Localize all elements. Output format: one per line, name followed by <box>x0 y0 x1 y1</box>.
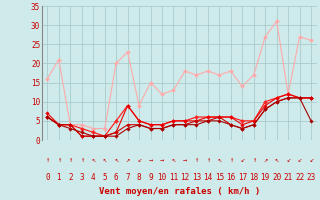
Text: 21: 21 <box>284 174 293 182</box>
Text: 16: 16 <box>226 174 236 182</box>
Text: →: → <box>183 157 187 163</box>
Text: 20: 20 <box>272 174 281 182</box>
Text: ↗: ↗ <box>263 157 267 163</box>
Text: ↖: ↖ <box>114 157 118 163</box>
Text: ↙: ↙ <box>240 157 244 163</box>
Text: Vent moyen/en rafales ( km/h ): Vent moyen/en rafales ( km/h ) <box>99 187 260 196</box>
Text: 15: 15 <box>215 174 224 182</box>
Text: ↙: ↙ <box>286 157 290 163</box>
Text: 23: 23 <box>307 174 316 182</box>
Text: ↑: ↑ <box>45 157 50 163</box>
Text: ↖: ↖ <box>171 157 176 163</box>
Text: 18: 18 <box>249 174 258 182</box>
Text: →: → <box>160 157 164 163</box>
Text: ↖: ↖ <box>91 157 95 163</box>
Text: ↖: ↖ <box>102 157 107 163</box>
Text: ↙: ↙ <box>298 157 302 163</box>
Text: 12: 12 <box>180 174 189 182</box>
Text: 14: 14 <box>203 174 212 182</box>
Text: ↑: ↑ <box>229 157 233 163</box>
Text: →: → <box>148 157 153 163</box>
Text: ↑: ↑ <box>57 157 61 163</box>
Text: 9: 9 <box>148 174 153 182</box>
Text: 10: 10 <box>157 174 167 182</box>
Text: ↖: ↖ <box>217 157 221 163</box>
Text: 19: 19 <box>260 174 270 182</box>
Text: ↖: ↖ <box>275 157 279 163</box>
Text: 7: 7 <box>125 174 130 182</box>
Text: 6: 6 <box>114 174 118 182</box>
Text: ↑: ↑ <box>194 157 198 163</box>
Text: 22: 22 <box>295 174 304 182</box>
Text: ↙: ↙ <box>137 157 141 163</box>
Text: ↗: ↗ <box>125 157 130 163</box>
Text: 13: 13 <box>192 174 201 182</box>
Text: 0: 0 <box>45 174 50 182</box>
Text: 3: 3 <box>79 174 84 182</box>
Text: ↑: ↑ <box>206 157 210 163</box>
Text: 4: 4 <box>91 174 95 182</box>
Text: 8: 8 <box>137 174 141 182</box>
Text: ↑: ↑ <box>252 157 256 163</box>
Text: ↙: ↙ <box>309 157 313 163</box>
Text: 17: 17 <box>238 174 247 182</box>
Text: 2: 2 <box>68 174 73 182</box>
Text: 11: 11 <box>169 174 178 182</box>
Text: 5: 5 <box>102 174 107 182</box>
Text: 1: 1 <box>57 174 61 182</box>
Text: ↑: ↑ <box>80 157 84 163</box>
Text: ↑: ↑ <box>68 157 72 163</box>
